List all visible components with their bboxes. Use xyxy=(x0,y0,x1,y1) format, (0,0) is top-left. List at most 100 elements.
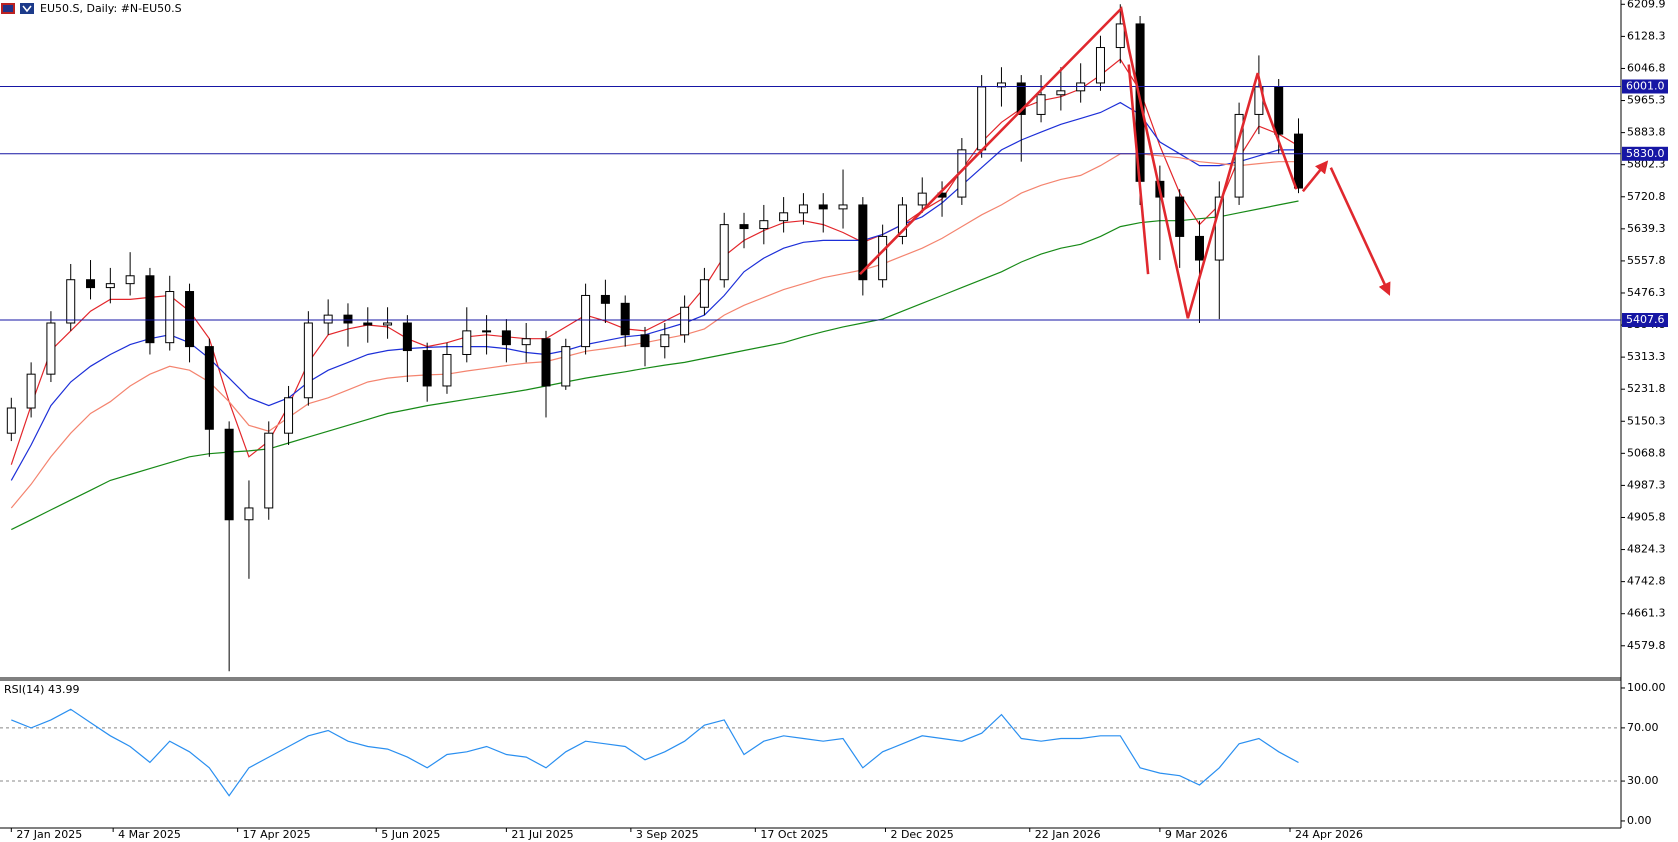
candle-body xyxy=(26,373,36,409)
candle-body xyxy=(1016,82,1026,115)
y-tick-label: 4905.8 xyxy=(1627,510,1666,523)
arrow-up xyxy=(1301,160,1329,193)
candle-body xyxy=(581,294,591,348)
candle-body xyxy=(46,322,56,375)
candle-body xyxy=(303,322,313,399)
x-tick-label: 5 Jun 2025 xyxy=(381,828,440,841)
x-tick-label: 22 Jan 2026 xyxy=(1035,828,1101,841)
candle-body xyxy=(878,235,888,281)
y-tick-label: 4661.3 xyxy=(1627,607,1666,620)
level-label-bg xyxy=(1622,79,1668,94)
level-label-bg xyxy=(1622,313,1668,328)
candle-body xyxy=(66,279,76,324)
x-tick-label: 9 Mar 2026 xyxy=(1165,828,1228,841)
y-tick-label: 4742.8 xyxy=(1627,575,1666,588)
candle-body xyxy=(264,432,274,509)
level-label: 5407.6 xyxy=(1626,313,1665,326)
candle-body xyxy=(1194,235,1204,261)
y-tick-label: 5476.3 xyxy=(1627,286,1666,299)
candle-body xyxy=(917,192,927,206)
icon xyxy=(20,3,34,14)
candle-body xyxy=(323,314,333,324)
pattern-line xyxy=(859,5,1298,319)
level-label-bg xyxy=(1622,146,1668,161)
candle-body xyxy=(1293,133,1303,189)
candle-body xyxy=(680,306,690,336)
x-tick-label: 4 Mar 2025 xyxy=(118,828,181,841)
y-tick-label: 4579.8 xyxy=(1627,639,1666,652)
y-tick-label: 5068.8 xyxy=(1627,446,1666,459)
y-tick-label: 5639.3 xyxy=(1627,222,1666,235)
candle-body xyxy=(1274,86,1284,135)
candle-body xyxy=(541,338,551,387)
candle-body xyxy=(521,338,531,346)
y-tick-label: 5720.8 xyxy=(1627,190,1666,203)
candle-body xyxy=(620,302,630,336)
x-tick-label: 21 Jul 2025 xyxy=(511,828,573,841)
candle-body xyxy=(759,220,769,230)
candle-body xyxy=(383,322,393,326)
candle-body xyxy=(165,291,175,344)
y-tick-label: 5231.8 xyxy=(1627,382,1666,395)
candle-body xyxy=(660,334,670,348)
candle-body xyxy=(561,346,571,387)
annotations xyxy=(859,5,1391,319)
candle-body xyxy=(1095,47,1105,84)
symbol-icons xyxy=(1,3,34,14)
candle-body xyxy=(838,204,848,210)
x-tick-label: 17 Oct 2025 xyxy=(760,828,828,841)
candle-body xyxy=(739,224,749,230)
icon xyxy=(22,5,32,13)
x-tick-label: 27 Jan 2025 xyxy=(16,828,82,841)
level-label: 6001.0 xyxy=(1626,79,1665,92)
candle-body xyxy=(125,275,135,285)
moving-average xyxy=(10,153,1299,509)
candle-body xyxy=(224,428,234,521)
candle-body xyxy=(1175,196,1185,237)
y-tick-label: 4987.3 xyxy=(1627,478,1666,491)
candle-body xyxy=(422,350,432,387)
candle-body xyxy=(402,322,412,352)
candle-body xyxy=(798,204,808,214)
candle-body xyxy=(1056,90,1066,96)
x-tick-label: 17 Apr 2025 xyxy=(243,828,311,841)
rsi-line xyxy=(11,708,1299,797)
candle-body xyxy=(977,86,987,151)
y-tick-label: 0.00 xyxy=(1627,814,1652,827)
y-tick-label: 4824.3 xyxy=(1627,543,1666,556)
candle-body xyxy=(818,204,828,210)
candle-body xyxy=(105,283,115,289)
y-tick-label: 6046.8 xyxy=(1627,61,1666,74)
candle-body xyxy=(462,330,472,355)
x-tick-label: 2 Dec 2025 xyxy=(890,828,953,841)
candle-body xyxy=(1214,196,1224,261)
candle-body xyxy=(284,397,294,434)
y-tick-label: 70.00 xyxy=(1627,721,1659,734)
candle-body xyxy=(6,407,16,434)
candle-body xyxy=(719,224,729,281)
y-tick-label: 5313.3 xyxy=(1627,350,1666,363)
y-tick-label: 5883.8 xyxy=(1627,126,1666,139)
candle-body xyxy=(204,346,214,430)
candle-body xyxy=(600,294,610,304)
candle-body xyxy=(501,330,511,346)
icon xyxy=(3,5,13,12)
candle-body xyxy=(482,330,492,333)
candle-body xyxy=(1115,23,1125,49)
rsi-title: RSI(14) 43.99 xyxy=(4,683,79,696)
x-tick-label: 24 Apr 2026 xyxy=(1295,828,1363,841)
y-tick-label: 6128.3 xyxy=(1627,29,1666,42)
y-tick-label: 100.00 xyxy=(1627,681,1666,694)
arrow-down xyxy=(1329,167,1391,296)
candle-body xyxy=(640,334,650,348)
candle-body xyxy=(858,204,868,281)
candle-body xyxy=(897,204,907,237)
candle-body xyxy=(86,279,96,289)
candle-body xyxy=(442,353,452,387)
candle-body xyxy=(699,279,709,308)
y-tick-label: 5557.8 xyxy=(1627,254,1666,267)
